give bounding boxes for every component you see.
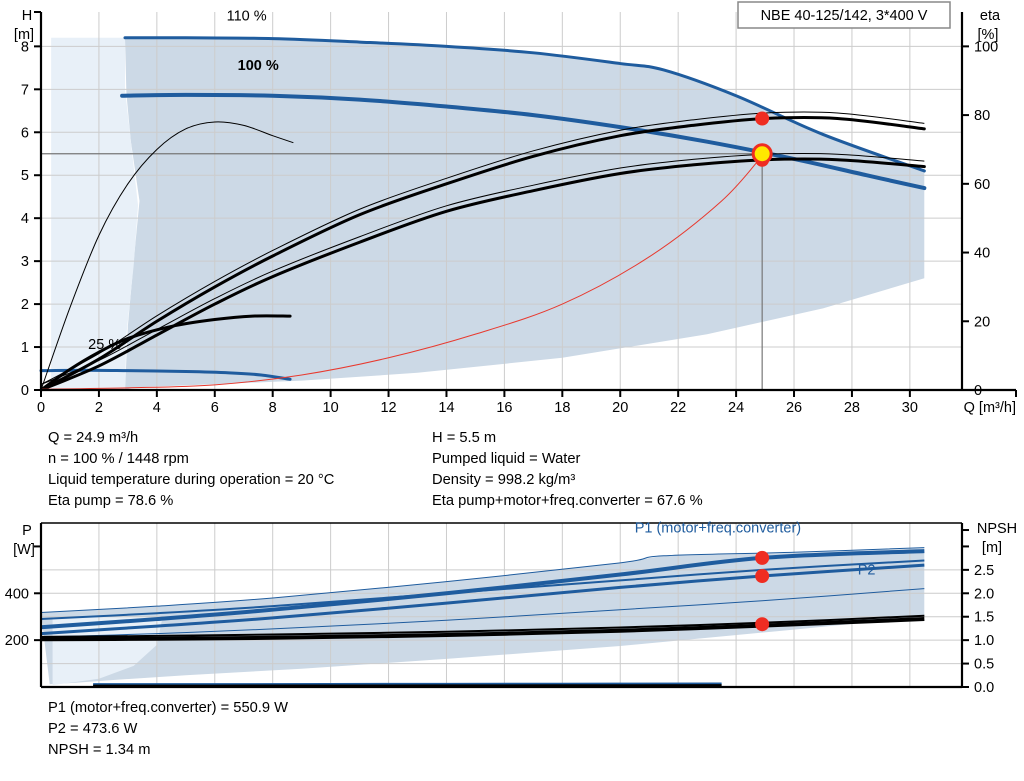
x-tick-label: 10 — [323, 400, 339, 416]
curve-npsh — [40, 155, 763, 390]
y-axis-label-line2: [W] — [13, 542, 35, 558]
y-tick-label: 200 — [5, 633, 29, 649]
y2-axis-label-line1: eta — [980, 8, 1001, 24]
x-tick-label: 6 — [211, 400, 219, 416]
info-p2: P2 = 473.6 W — [48, 721, 138, 737]
x-tick-label: 24 — [728, 400, 744, 416]
curve-h-25- — [39, 368, 292, 381]
head-efficiency-chart: 0 2 4 6 8 10 12 14 16 18 20 22 24 26 28 30 Q [m³/h]01234… — [14, 1, 1017, 416]
y-tick-label: 3 — [21, 254, 29, 270]
y-tick-label: 8 — [21, 39, 29, 55]
x-tick-label: 16 — [496, 400, 512, 416]
x-axis-label: Q [m³/h] — [964, 400, 1016, 416]
y-tick-label: 6 — [21, 125, 29, 141]
info-eta-pump: Eta pump = 78.6 % — [48, 493, 174, 509]
y2-tick-label: 2.0 — [974, 586, 994, 602]
y2-tick-label: 2.5 — [974, 563, 994, 579]
info-bottom-column-1: P1 (motor+freq.converter) = 550.9 W P2 =… — [48, 698, 288, 761]
y2-tick-label: 60 — [974, 177, 990, 193]
duty-marker-p1 — [755, 550, 770, 565]
x-tick-label: 12 — [380, 400, 396, 416]
y2-tick-label: 1.0 — [974, 633, 994, 649]
y-tick-label: 5 — [21, 168, 29, 184]
x-tick-label: 26 — [786, 400, 802, 416]
y2-axis-label-line2: [%] — [978, 27, 999, 43]
y2-tick-label: 1.5 — [974, 610, 994, 626]
title-box — [737, 1, 951, 29]
x-tick-label: 20 — [612, 400, 628, 416]
legend-label-p1: P1 (motor+freq.converter) — [635, 520, 801, 536]
info-top-column-2: H = 5.5 m Pumped liquid = Water Density … — [432, 428, 703, 512]
x-tick-label: 22 — [670, 400, 686, 416]
info-n: n = 100 % / 1448 rpm — [48, 451, 189, 467]
info-liquid-temperature: Liquid temperature during operation = 20… — [48, 472, 335, 488]
title-box-label: NBE 40-125/142, 3*400 V — [761, 8, 928, 24]
x-tick-label: 2 — [95, 400, 103, 416]
y-axis-label-line2: [m] — [14, 27, 34, 43]
duty-marker-p2 — [755, 569, 770, 584]
y-tick-label: 2 — [21, 297, 29, 313]
y2-tick-label: 0 — [974, 383, 982, 399]
info-pumped-liquid: Pumped liquid = Water — [432, 451, 581, 467]
y2-tick-label: 0.0 — [974, 680, 994, 696]
duty-marker-eta — [755, 111, 770, 126]
x-tick-label: 28 — [844, 400, 860, 416]
curve-label: 100 % — [238, 58, 279, 74]
power-npsh-chart: 200 400 P [W] 0.0 0.5 1.0 1.5 2.0 2.5 NPSH [m] P1 (m… — [5, 520, 1017, 696]
x-tick-label: 18 — [554, 400, 570, 416]
y2-tick-label: 100 — [974, 39, 998, 55]
y2-tick-label: 40 — [974, 246, 990, 262]
curve-eta-envelope-thin — [40, 121, 294, 391]
curve-p-thin-lower — [40, 588, 925, 638]
y-axis-label-line1: P — [22, 523, 32, 539]
info-npsh: NPSH = 1.34 m — [48, 742, 151, 758]
y-axis-label-line1: H — [22, 8, 32, 24]
y2-axis-label-line1: NPSH — [977, 521, 1017, 537]
curve-label: 25 % — [88, 337, 121, 353]
curve-label: 110 % — [227, 9, 267, 25]
info-eta-total: Eta pump+motor+freq.converter = 67.6 % — [432, 493, 703, 509]
x-tick-label: 0 — [37, 400, 45, 416]
x-tick-label: 30 — [902, 400, 918, 416]
speed-range-band — [125, 37, 925, 391]
duty-point-marker — [751, 143, 773, 165]
info-top-column-1: Q = 24.9 m³/h n = 100 % / 1448 rpm Liqui… — [48, 428, 334, 512]
y-tick-label: 400 — [5, 586, 29, 602]
y-tick-label: 7 — [21, 82, 29, 98]
y2-tick-label: 20 — [974, 314, 990, 330]
info-density: Density = 998.2 kg/m³ — [432, 472, 576, 488]
legend-label-p2: P2 — [858, 563, 876, 579]
y2-tick-label: 80 — [974, 108, 990, 124]
y-tick-label: 1 — [21, 340, 29, 356]
y-tick-label: 0 — [21, 383, 29, 399]
info-h: H = 5.5 m — [432, 430, 497, 446]
x-tick-label: 4 — [153, 400, 161, 416]
y-tick-label: 4 — [21, 211, 29, 227]
low-speed-band — [51, 37, 139, 390]
duty-marker-npsh — [755, 617, 770, 632]
y2-tick-label: 0.5 — [974, 657, 994, 673]
info-q: Q = 24.9 m³/h — [48, 430, 139, 446]
x-tick-label: 8 — [269, 400, 277, 416]
x-tick-label: 14 — [438, 400, 454, 416]
y2-axis-label-line2: [m] — [982, 540, 1002, 556]
curve-p1-upper-envelope — [40, 547, 925, 613]
info-p1: P1 (motor+freq.converter) = 550.9 W — [48, 700, 288, 716]
